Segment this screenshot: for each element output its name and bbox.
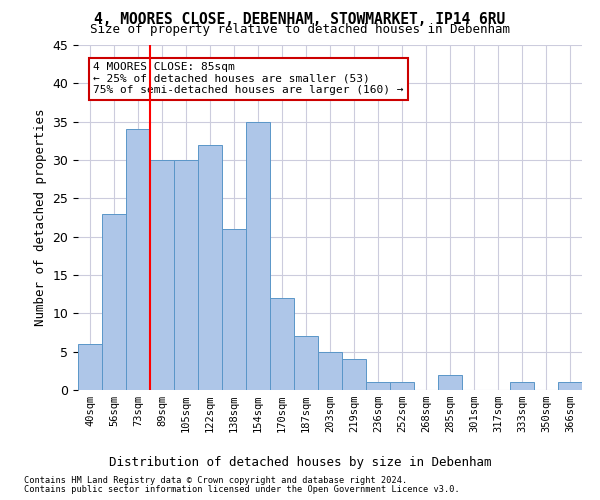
Bar (222, 229, 246, 390)
Bar (102, 214, 126, 390)
Text: 4 MOORES CLOSE: 85sqm
← 25% of detached houses are smaller (53)
75% of semi-deta: 4 MOORES CLOSE: 85sqm ← 25% of detached … (93, 62, 404, 96)
Bar (558, 382, 582, 390)
Bar (390, 382, 414, 390)
Text: Contains HM Land Registry data © Crown copyright and database right 2024.: Contains HM Land Registry data © Crown c… (24, 476, 407, 485)
Bar (318, 352, 342, 390)
Bar (198, 144, 222, 390)
Text: 4, MOORES CLOSE, DEBENHAM, STOWMARKET, IP14 6RU: 4, MOORES CLOSE, DEBENHAM, STOWMARKET, I… (94, 12, 506, 26)
Bar (438, 374, 462, 390)
Text: Distribution of detached houses by size in Debenham: Distribution of detached houses by size … (109, 456, 491, 469)
Text: Size of property relative to detached houses in Debenham: Size of property relative to detached ho… (90, 24, 510, 36)
Y-axis label: Number of detached properties: Number of detached properties (34, 109, 47, 326)
Bar (270, 298, 294, 390)
Text: Contains public sector information licensed under the Open Government Licence v3: Contains public sector information licen… (24, 485, 460, 494)
Bar (78, 344, 102, 390)
Bar (126, 130, 150, 390)
Bar (510, 382, 534, 390)
Bar (294, 336, 318, 390)
Bar (342, 360, 366, 390)
Bar (246, 122, 270, 390)
Bar (366, 382, 390, 390)
Bar (174, 160, 198, 390)
Bar (150, 160, 174, 390)
